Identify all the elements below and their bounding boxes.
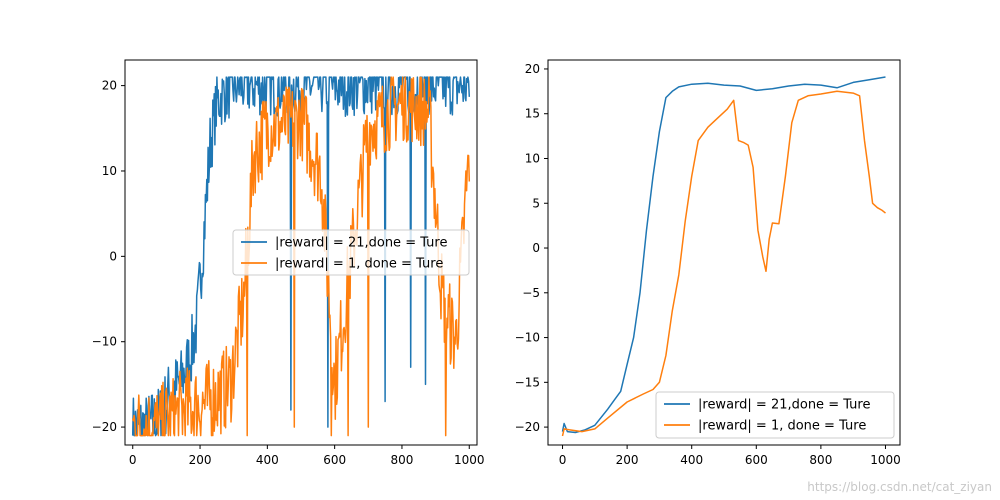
y-tick-label: 20 <box>525 62 540 76</box>
y-tick-label: 20 <box>102 79 117 93</box>
watermark: https://blog.csdn.net/cat_ziyan <box>807 480 992 494</box>
axes-frame <box>547 59 901 446</box>
x-tick-label: 400 <box>680 453 703 467</box>
x-tick-label: 1000 <box>870 453 901 467</box>
series-line-1 <box>561 76 886 434</box>
x-tick-label: 800 <box>809 453 832 467</box>
y-tick-label: 5 <box>532 196 540 210</box>
y-tick-label: −10 <box>92 335 117 349</box>
y-tick-label: −5 <box>522 286 540 300</box>
x-tick-label: 0 <box>559 453 567 467</box>
x-tick-label: 600 <box>745 453 768 467</box>
x-tick-label: 0 <box>129 453 137 467</box>
series-line-2 <box>561 90 886 437</box>
y-tick-label: 10 <box>525 151 540 165</box>
y-tick-label: −15 <box>515 375 540 389</box>
x-tick-label: 1000 <box>454 453 485 467</box>
x-tick-label: 600 <box>323 453 346 467</box>
legend: |reward| = 21,done = Ture |reward| = 1, d… <box>232 229 470 276</box>
legend-label: |reward| = 1, done = Ture <box>698 419 866 434</box>
x-tick-label: 200 <box>616 453 639 467</box>
y-tick-label: 0 <box>109 249 117 263</box>
x-tick-label: 200 <box>189 453 212 467</box>
y-tick-label: −20 <box>515 420 540 434</box>
left-plot: 0 200 400 600 800 1000 −20 −10 0 10 20 |reward| = 2… <box>92 59 485 467</box>
y-tick-label: 15 <box>525 107 540 121</box>
x-tick-label: 800 <box>391 453 414 467</box>
axes-frame <box>124 59 478 446</box>
y-tick-label: −10 <box>515 331 540 345</box>
legend-label: |reward| = 1, done = Ture <box>275 257 443 272</box>
y-tick-label: 10 <box>102 164 117 178</box>
legend: |reward| = 21,done = Ture |reward| = 1, d… <box>655 391 895 439</box>
legend-label: |reward| = 21,done = Ture <box>698 398 870 413</box>
y-tick-label: 0 <box>532 241 540 255</box>
right-plot: 0 200 400 600 800 1000 −20 −15 −10 −5 0 5 10 15 20 |rew… <box>515 59 901 467</box>
legend-label: |reward| = 21,done = Ture <box>275 236 447 251</box>
x-tick-label: 400 <box>256 453 279 467</box>
series-line-2 <box>131 76 471 437</box>
y-tick-label: −20 <box>92 420 117 434</box>
